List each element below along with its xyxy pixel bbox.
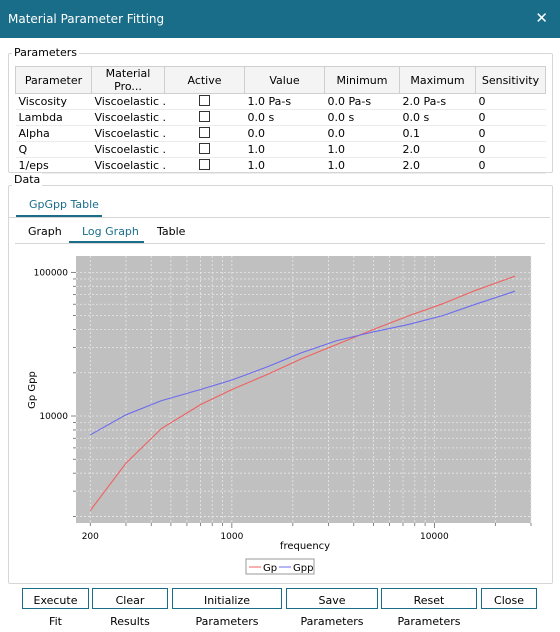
table-row[interactable]: Q Viscoelastic ... 1.0 1.0 2.0 0 <box>15 141 546 158</box>
minimum-cell[interactable]: 0.0 Pa-s <box>324 93 400 110</box>
table-row[interactable]: Alpha Viscoelastic ... 0.0 0.0 0.1 0 <box>15 125 546 142</box>
reset-parameters-button[interactable]: Reset Parameters <box>381 588 477 628</box>
maximum-cell[interactable]: 2.0 Pa-s <box>399 93 476 110</box>
table-row[interactable]: 1/eps Viscoelastic ... 1.0 1.0 2.0 0 <box>15 157 546 174</box>
series-line-gp <box>89 275 516 511</box>
minimum-cell[interactable]: 1.0 <box>324 157 400 174</box>
series-line-gpp <box>90 290 516 436</box>
active-checkbox[interactable] <box>199 94 210 106</box>
column-header[interactable]: Active <box>164 66 245 94</box>
inner-tabs-divider <box>15 243 545 244</box>
material-cell: Viscoelastic ... <box>91 157 165 174</box>
title-bar: Material Parameter Fitting ✕ <box>0 0 560 38</box>
tab-gpgpp-table-underline <box>16 215 102 217</box>
x-tick-label: 10000 <box>420 532 449 542</box>
table-row[interactable]: Viscosity Viscoelastic ... 1.0 Pa-s 0.0 … <box>15 93 546 110</box>
active-checkbox[interactable] <box>199 142 210 154</box>
active-cell <box>164 93 245 110</box>
y-tick-label: 100000 <box>34 268 69 278</box>
value-cell[interactable]: 1.0 <box>244 157 325 174</box>
active-cell <box>164 157 245 174</box>
x-tick-label: 1000 <box>220 532 243 542</box>
value-cell[interactable]: 1.0 Pa-s <box>244 93 325 110</box>
save-parameters-button[interactable]: Save Parameters <box>286 588 378 628</box>
tab-gpgpp-table[interactable]: GpGpp Table <box>29 198 99 211</box>
sensitivity-cell: 0 <box>475 157 546 174</box>
maximum-cell[interactable]: 2.0 <box>399 141 476 158</box>
x-axis-label: frequency <box>280 541 330 552</box>
window-title: Material Parameter Fitting <box>8 12 165 26</box>
sensitivity-cell: 0 <box>475 125 546 142</box>
outer-tabs-divider <box>9 217 550 218</box>
tab-log-graph[interactable]: Log Graph <box>82 225 139 238</box>
close-icon[interactable]: ✕ <box>535 9 548 27</box>
table-header-row: Parameter Material Pro... Active Value M… <box>15 66 546 94</box>
value-cell[interactable]: 1.0 <box>244 141 325 158</box>
parameters-group-label: Parameters <box>12 46 79 59</box>
material-cell: Viscoelastic ... <box>91 125 165 142</box>
active-cell <box>164 125 245 142</box>
log-graph-chart: 200 1000 10000 10000 100000 frequency Gp Gpp… <box>27 256 532 575</box>
plot-area <box>76 256 531 523</box>
material-cell: Viscoelastic ... <box>91 93 165 110</box>
sensitivity-cell: 0 <box>475 109 546 126</box>
table-row[interactable]: Lambda Viscoelastic ... 0.0 s 0.0 s 0.0 … <box>15 109 546 126</box>
x-tick-label: 200 <box>82 532 99 542</box>
active-cell <box>164 109 245 126</box>
initialize-parameters-button[interactable]: Initialize Parameters <box>172 588 282 628</box>
minimum-cell[interactable]: 0.0 <box>324 125 400 142</box>
tab-graph[interactable]: Graph <box>28 225 62 238</box>
parameter-cell: Lambda <box>15 109 92 126</box>
material-cell: Viscoelastic ... <box>91 109 165 126</box>
execute-fit-button[interactable]: Execute Fit <box>22 588 89 628</box>
log-graph-panel: 200 1000 10000 10000 100000 frequency Gp Gpp… <box>15 244 545 582</box>
column-header[interactable]: Parameter <box>15 66 92 94</box>
data-group <box>8 185 553 584</box>
column-header[interactable]: Material Pro... <box>91 66 165 94</box>
maximum-cell[interactable]: 2.0 <box>399 157 476 174</box>
tab-table[interactable]: Table <box>157 225 186 238</box>
value-cell[interactable]: 0.0 <box>244 125 325 142</box>
maximum-cell[interactable]: 0.1 <box>399 125 476 142</box>
data-group-label: Data <box>12 173 43 186</box>
column-header[interactable]: Value <box>244 66 325 94</box>
active-checkbox[interactable] <box>199 126 210 138</box>
close-button[interactable]: Close <box>481 588 537 609</box>
active-cell <box>164 141 245 158</box>
legend: Gp Gpp <box>245 558 315 575</box>
legend-label-gpp: Gpp <box>293 563 313 574</box>
maximum-cell[interactable]: 0.0 s <box>399 109 476 126</box>
minimum-cell[interactable]: 1.0 <box>324 141 400 158</box>
clear-results-button[interactable]: Clear Results <box>92 588 168 628</box>
column-header[interactable]: Minimum <box>324 66 400 94</box>
column-header[interactable]: Sensitivity <box>475 66 546 94</box>
material-cell: Viscoelastic ... <box>91 141 165 158</box>
parameter-cell: Alpha <box>15 125 92 142</box>
sensitivity-cell: 0 <box>475 93 546 110</box>
active-checkbox[interactable] <box>199 110 210 122</box>
tab-log-graph-underline <box>69 241 144 243</box>
parameter-cell: Viscosity <box>15 93 92 110</box>
legend-label-gp: Gp <box>263 563 277 574</box>
y-axis-label: Gp Gpp <box>27 371 38 409</box>
minimum-cell[interactable]: 0.0 s <box>324 109 400 126</box>
y-tick-label: 10000 <box>39 412 68 422</box>
sensitivity-cell: 0 <box>475 141 546 158</box>
column-header[interactable]: Maximum <box>399 66 476 94</box>
parameter-cell: Q <box>15 141 92 158</box>
parameter-cell: 1/eps <box>15 157 92 174</box>
active-checkbox[interactable] <box>199 158 210 170</box>
parameters-table: Parameter Material Pro... Active Value M… <box>15 66 546 174</box>
value-cell[interactable]: 0.0 s <box>244 109 325 126</box>
